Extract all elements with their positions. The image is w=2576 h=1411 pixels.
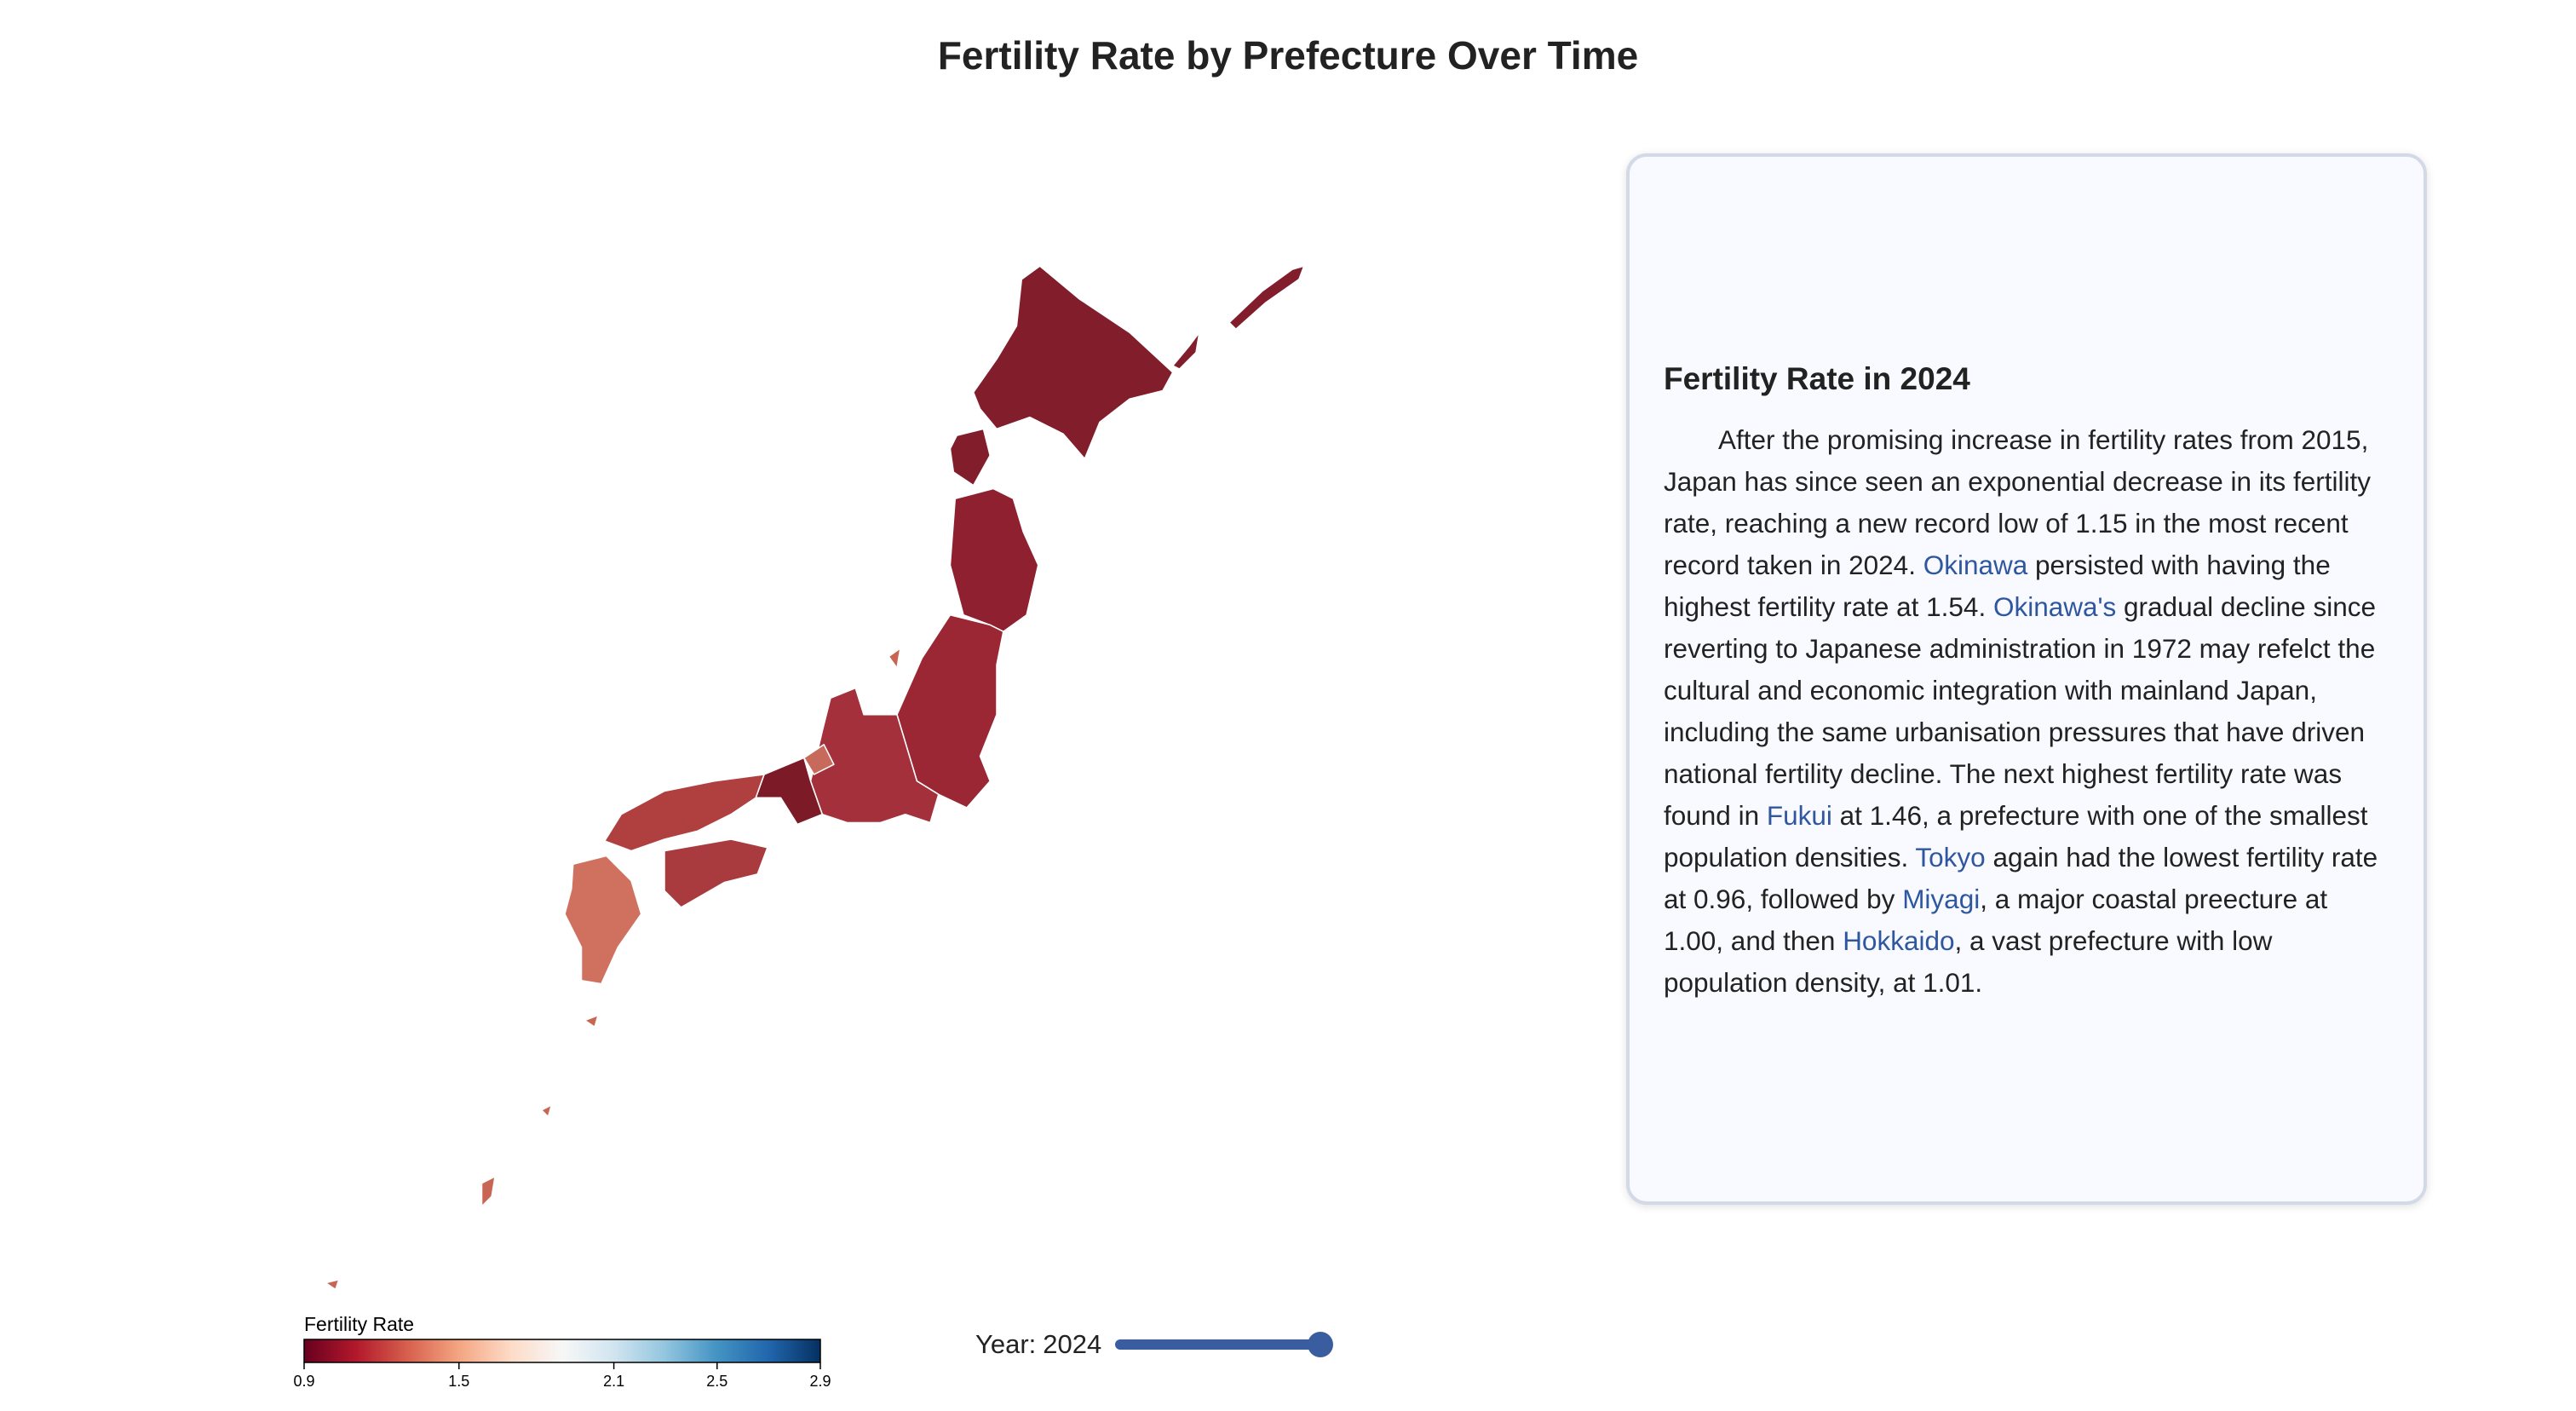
- text-segment: , a vast prefecture with low population …: [1664, 925, 2273, 998]
- text-segment: at 1.46, a prefecture with one of the sm…: [1664, 800, 2368, 873]
- slider-track[interactable]: [1115, 1332, 1334, 1357]
- prefecture-link[interactable]: Okinawa: [1923, 550, 2028, 580]
- panel-paragraph: After the promising increase in fertilit…: [1664, 419, 2389, 1004]
- prefecture: [803, 744, 835, 775]
- prefecture: [1171, 331, 1200, 370]
- slider-thumb[interactable]: [1308, 1332, 1334, 1357]
- legend-title: Fertility Rate: [304, 1313, 414, 1335]
- island: [888, 647, 901, 669]
- kyushu: [564, 855, 642, 985]
- islands: [325, 647, 901, 1291]
- honshu: [604, 487, 1039, 852]
- island: [325, 1278, 340, 1291]
- prefecture: [1228, 265, 1305, 331]
- legend-tick-label: 2.5: [706, 1373, 727, 1390]
- prefecture-link[interactable]: Okinawa's: [1992, 591, 2117, 622]
- island: [584, 1014, 599, 1028]
- legend-tick-label: 1.5: [448, 1373, 469, 1390]
- year-slider[interactable]: Year: 2024: [975, 1329, 1334, 1360]
- legend-tick-label: 2.1: [603, 1373, 624, 1390]
- color-bar: [303, 1339, 821, 1363]
- text-segment: persisted with having the highest fertil…: [1664, 550, 2331, 622]
- text-segment: After the promising increase in fertilit…: [1664, 424, 2371, 580]
- prefecture: [755, 757, 824, 826]
- slider-value: 2024: [1043, 1329, 1102, 1359]
- prefecture: [949, 487, 1039, 633]
- island: [540, 1104, 553, 1118]
- prefecture-link[interactable]: Hokkaido: [1843, 925, 1955, 956]
- legend-tick-label: 2.9: [809, 1373, 831, 1390]
- text-segment: gradual decline since reverting to Japan…: [1664, 591, 2376, 831]
- slider-label: Year:: [975, 1329, 1037, 1359]
- prefecture-link[interactable]: Fukui: [1766, 800, 1832, 831]
- prefecture: [949, 428, 991, 487]
- prefecture-link[interactable]: Miyagi: [1902, 884, 1981, 914]
- prefecture: [604, 774, 765, 852]
- page-title: Fertility Rate by Prefecture Over Time: [937, 33, 1639, 78]
- panel-heading: Fertility Rate in 2024: [1664, 361, 1970, 396]
- prefecture-link[interactable]: Tokyo: [1915, 842, 1986, 873]
- legend: Fertility Rate 0.9 1.5 2.1 2.5 2.9: [293, 1313, 831, 1390]
- prefecture: [809, 687, 940, 824]
- hokkaido: [949, 265, 1305, 487]
- shikoku: [664, 838, 768, 908]
- legend-tick-label: 0.9: [293, 1373, 314, 1390]
- japan-map: [325, 265, 1305, 1291]
- text-segment: again had the lowest fertility rate at 0…: [1664, 842, 2378, 914]
- island: [480, 1176, 496, 1207]
- prefecture: [972, 265, 1174, 460]
- text-segment: , a major coastal preecture at 1.00, and…: [1664, 884, 2328, 956]
- info-panel: Fertility Rate in 2024 After the promisi…: [1626, 153, 2427, 1205]
